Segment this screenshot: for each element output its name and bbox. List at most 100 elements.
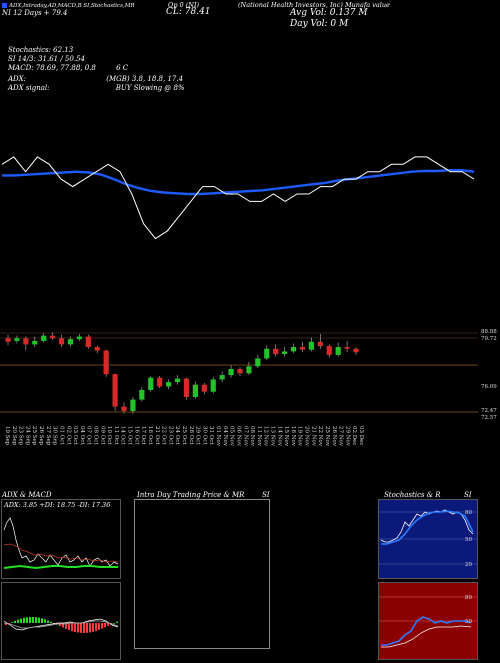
stoch-si: SI — [464, 491, 472, 499]
intraday-si: SI — [262, 491, 270, 499]
macd-bar — [17, 619, 19, 623]
date-tick: 01 Oct — [59, 426, 65, 445]
date-tick: 30 Oct — [201, 426, 207, 445]
date-tick: 03 Dec — [358, 426, 364, 446]
day-vol: Day Vol: 0 M — [290, 19, 349, 29]
date-tick: 28 Oct — [188, 426, 194, 445]
adx-signal-label: ADX signal: — [8, 84, 50, 92]
date-tick: 08 Nov — [249, 426, 255, 447]
macd-bar — [65, 623, 67, 629]
date-tick: 29 Nov — [344, 426, 350, 447]
si-value: SI 14/3: 31.61 / 50.54 — [8, 55, 85, 63]
macd-bar — [98, 623, 100, 630]
macd-bar — [50, 621, 52, 623]
date-tick: 23 Sep — [18, 426, 24, 446]
candle-body — [183, 378, 190, 397]
adx-panel: ADX: 3.85 +DI: 18.75 -DI: 17.36 — [1, 499, 121, 579]
date-tick: 23 Oct — [167, 426, 173, 445]
price-line-chart — [1, 156, 475, 240]
adx-macd-title: ADX & MACD — [2, 491, 52, 499]
macd-bar — [104, 623, 106, 628]
stoch-tick-1: 50 — [465, 537, 472, 543]
candle-body — [353, 348, 359, 353]
buy-signal: BUY Slowing @ 8% — [115, 84, 185, 92]
date-tick: 15 Nov — [283, 426, 289, 447]
candle-body — [299, 347, 306, 350]
macd-bar — [23, 617, 25, 623]
macd-bar — [113, 622, 115, 624]
date-tick: 20 Sep — [11, 426, 17, 446]
candle-body — [282, 351, 288, 355]
axis-label-4: 72.57 — [481, 415, 497, 421]
rsi-tick-0: 80 — [465, 595, 472, 601]
date-tick: 08 Oct — [93, 426, 99, 445]
macd-bar — [14, 620, 16, 623]
candle-body — [166, 382, 172, 387]
macd-bar — [44, 619, 46, 623]
date-tick: 07 Nov — [242, 426, 248, 447]
candle-body — [308, 341, 314, 350]
price-line — [1, 156, 475, 240]
adx-panel-values: ADX: 3.85 +DI: 18.75 -DI: 17.36 — [4, 501, 111, 509]
candle-body — [157, 377, 163, 387]
macd-bar — [8, 623, 10, 624]
candle-body — [201, 384, 207, 392]
macd-bar — [29, 617, 31, 623]
candle-body — [41, 335, 47, 341]
date-tick: 14 Oct — [120, 426, 126, 445]
macd-bar — [107, 623, 109, 626]
date-tick: 26 Nov — [331, 426, 337, 447]
macd-tail: 6 C — [116, 64, 129, 72]
date-tick: 18 Oct — [147, 426, 153, 445]
stochastics-value: Stochastics: 62.13 — [8, 46, 74, 54]
adx-values: (MGB) 3.8, 18.8, 17.4 — [106, 75, 184, 83]
date-tick: 22 Nov — [317, 426, 323, 447]
macd-bar — [77, 623, 79, 633]
candle-body — [174, 378, 181, 383]
date-tick: 24 Oct — [174, 426, 180, 445]
candle-body — [255, 358, 261, 367]
close-label: CL: 78.41 — [166, 7, 211, 17]
macd-bar — [35, 617, 37, 623]
candle-body — [344, 347, 350, 349]
candle-body — [14, 338, 20, 341]
candle-body — [148, 377, 154, 390]
date-tick: 10 Oct — [106, 426, 112, 445]
date-tick: 27 Nov — [338, 426, 344, 447]
macd-bar — [47, 620, 49, 623]
macd-bar — [80, 623, 82, 633]
macd-bar — [116, 621, 118, 623]
date-tick: 19 Sep — [4, 426, 10, 446]
macd-bar — [89, 623, 91, 633]
macd-bar — [74, 623, 76, 632]
date-axis: 19 Sep 20 Sep 23 Sep 24 Sep 25 Sep 26 Sep 27 S… — [4, 426, 364, 447]
macd-panel — [1, 582, 121, 660]
macd-bar — [62, 623, 64, 628]
macd-bar — [20, 618, 22, 623]
candle-body — [335, 347, 341, 355]
candle-body — [94, 347, 100, 351]
date-tick: 24 Sep — [24, 426, 30, 446]
date-tick: 20 Nov — [304, 426, 310, 447]
candle-body — [32, 340, 38, 345]
header-tabs[interactable]: ADX,Intraday,AD,MACD,B SI,Stochastics,MR — [9, 3, 135, 9]
axis-label-0: 88.88 — [481, 329, 497, 335]
candle-body — [326, 346, 332, 355]
candle-body — [5, 338, 11, 342]
date-tick: 21 Nov — [310, 426, 316, 447]
macd-bar — [11, 622, 13, 623]
candle-body — [273, 348, 279, 355]
ma-line — [2, 169, 475, 196]
stochastics-panel: 80 50 20 — [378, 499, 478, 579]
date-tick: 12 Nov — [263, 426, 269, 447]
stoch-title: Stochastics & R — [384, 491, 441, 499]
date-tick: 25 Oct — [181, 426, 187, 445]
candle-body — [192, 384, 198, 397]
candle-body — [112, 374, 118, 407]
date-tick: 29 Oct — [195, 426, 201, 445]
date-tick: 16 Oct — [133, 426, 139, 445]
macd-bar — [56, 623, 58, 625]
candle-body — [264, 348, 270, 359]
intraday-title: Intra Day Trading Price & MR — [137, 491, 245, 499]
candle-body — [139, 389, 145, 400]
